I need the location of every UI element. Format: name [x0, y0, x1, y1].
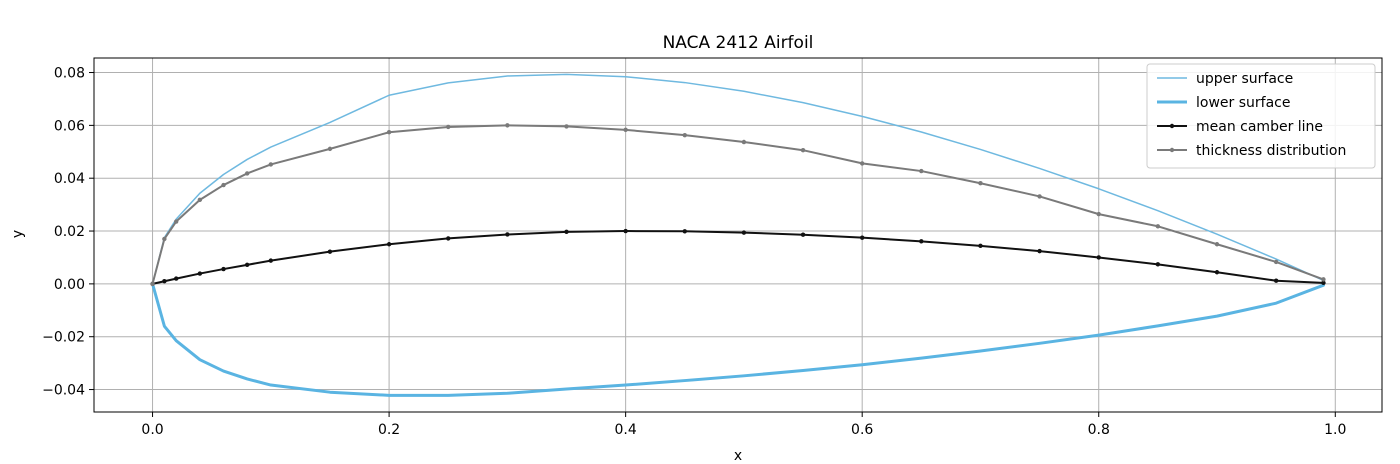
series-3-point: [1155, 262, 1161, 267]
series-4-point: [244, 171, 250, 176]
series-4-point: [1096, 211, 1101, 217]
series-3-point: [244, 262, 250, 268]
series-line-1: [151, 73, 1325, 285]
legend-marker: [1169, 147, 1175, 153]
series-4-point: [623, 127, 628, 133]
series-3-point: [197, 271, 203, 276]
legend-label: lower surface: [1196, 95, 1290, 111]
y-tick-label: 0.08: [54, 66, 85, 82]
series-3-point: [1321, 280, 1326, 286]
legend-marker: [1169, 123, 1175, 129]
series-3-point: [327, 249, 333, 254]
series-4-point: [162, 236, 167, 242]
series-4-point: [1214, 242, 1220, 247]
x-tick-label: 0.2: [378, 422, 400, 438]
series-4-point: [1273, 259, 1279, 265]
series-3-point: [623, 228, 628, 234]
series-4-point: [221, 182, 226, 188]
series-3-point: [741, 230, 747, 235]
series-3-point: [505, 232, 510, 237]
series-4-point: [741, 139, 747, 145]
x-tick-label: 0.4: [615, 422, 637, 438]
legend-box: [1146, 63, 1376, 169]
series-4-point: [327, 146, 333, 152]
x-tick-label: 0.0: [141, 422, 163, 438]
series-3-point: [1037, 248, 1042, 254]
series-layer: [150, 73, 1326, 397]
y-tick-label: 0.06: [54, 118, 85, 134]
series-3-point: [978, 243, 983, 249]
series-4-point: [268, 162, 274, 167]
legend-label: mean camber line: [1196, 119, 1323, 135]
series-4-point: [446, 124, 451, 130]
series-3-point: [919, 239, 924, 244]
series-3-point: [1273, 278, 1279, 283]
y-tick-label: −0.02: [42, 330, 85, 346]
series-3-point: [221, 266, 226, 272]
x-tick-label: 1.0: [1324, 422, 1346, 438]
y-tick-label: 0.02: [54, 224, 85, 240]
series-4-point: [197, 197, 203, 203]
chart-title: NACA 2412 Airfoil: [663, 33, 814, 53]
series-3-point: [859, 235, 865, 240]
x-axis-label: x: [734, 448, 742, 464]
series-line-2: [151, 282, 1325, 397]
grid-lines: [94, 58, 1382, 412]
series-4-point: [150, 281, 155, 287]
series-4-point: [1155, 224, 1161, 229]
series-4-point: [505, 123, 510, 128]
series-4-point: [1037, 194, 1042, 199]
x-tick-label: 0.6: [851, 422, 873, 438]
series-4-point: [564, 124, 569, 129]
y-tick-label: −0.04: [42, 383, 85, 399]
legend-label: upper surface: [1196, 71, 1293, 87]
x-tick-label: 0.8: [1088, 422, 1110, 438]
series-3-point: [564, 229, 569, 235]
series-4-point: [978, 181, 983, 186]
legend: upper surface lower surface mean camber li…: [1146, 63, 1376, 169]
series-3-point: [446, 236, 451, 241]
series-4-point: [1321, 277, 1326, 282]
series-3-point: [1096, 255, 1101, 260]
series-3-point: [162, 279, 167, 284]
series-4-point: [174, 219, 179, 224]
plot-frame: [93, 57, 1383, 413]
series-3-point: [268, 258, 274, 263]
series-4-point: [800, 147, 806, 153]
series-3-point: [386, 242, 392, 247]
axis-ticks: 0.0 0.2 0.4 0.6 0.8 1.0 −0.04 −0.02 0.00 0.02 0.04…: [42, 66, 1346, 438]
series-4-point: [859, 161, 865, 166]
series-3-point: [800, 232, 806, 237]
y-axis-label: y: [10, 230, 26, 238]
series-3-point: [1214, 270, 1220, 275]
legend-label: thickness distribution: [1196, 143, 1346, 159]
y-tick-label: 0.04: [54, 171, 85, 187]
series-4-point: [919, 168, 924, 174]
series-4-point: [682, 132, 687, 138]
series-3-point: [682, 229, 687, 234]
series-4-point: [386, 130, 392, 135]
series-3-point: [174, 276, 179, 281]
y-tick-label: 0.00: [54, 277, 85, 293]
